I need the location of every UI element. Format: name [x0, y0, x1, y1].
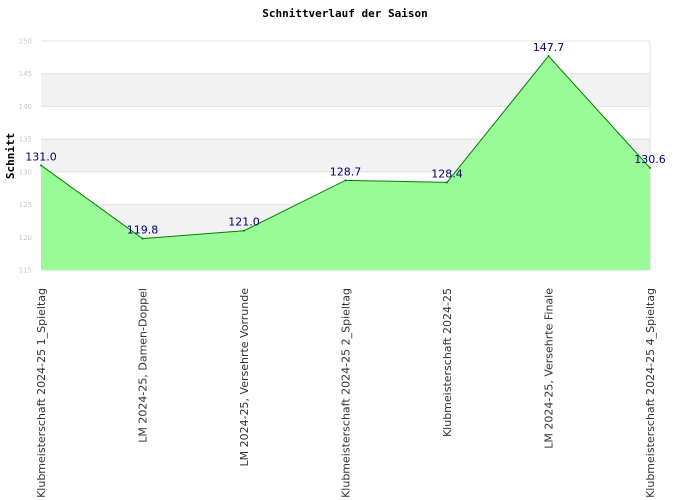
data-label: 121.0	[228, 216, 260, 229]
x-tick-label: Klubmeisterschaft 2024-25 1_Spieltag	[35, 288, 48, 498]
chart-title: Schnittverlauf der Saison	[262, 7, 428, 20]
y-axis-label: Schnitt	[4, 133, 17, 179]
x-tick-label: Klubmeisterschaft 2024-25 4_Spieltag	[644, 288, 657, 498]
y-tick-label: 150	[19, 38, 32, 46]
data-point	[649, 166, 651, 169]
y-tick-labels: 115 120 125 130 135 140 145 150	[19, 38, 32, 275]
y-tick-label: 115	[19, 267, 32, 275]
data-point	[547, 55, 550, 58]
x-tick-label: Klubmeisterschaft 2024-25 2_Spieltag	[340, 288, 353, 498]
x-tick-label: LM 2024-25, Versehrte Vorrunde	[238, 288, 251, 467]
y-tick-label: 125	[19, 201, 32, 209]
x-tick-label: LM 2024-25, Versehrte Finale	[543, 288, 556, 449]
data-label: 131.0	[25, 150, 57, 163]
x-tick-label: Klubmeisterschaft 2024-25	[441, 288, 454, 437]
data-label: 128.7	[330, 165, 362, 178]
y-tick-label: 135	[19, 136, 32, 144]
y-tick-label: 130	[19, 168, 32, 176]
data-point	[243, 229, 245, 232]
y-tick-label: 120	[19, 234, 32, 242]
data-label: 119.8	[127, 224, 159, 237]
data-point	[446, 181, 448, 184]
x-tick-labels: Klubmeisterschaft 2024-25 1_Spieltag LM 2…	[35, 288, 657, 498]
data-point	[141, 237, 144, 240]
x-tick-label: LM 2024-25, Damen-Doppel	[137, 288, 150, 443]
data-label: 130.6	[634, 153, 666, 166]
data-label: 128.4	[431, 167, 463, 180]
area-series	[40, 55, 651, 271]
y-tick-label: 140	[19, 103, 32, 111]
data-labels: 131.0 119.8 121.0 128.7 128.4 147.7 130.6	[25, 41, 666, 237]
y-tick-label: 145	[19, 70, 32, 78]
area-fill	[41, 56, 650, 271]
data-point	[344, 179, 347, 182]
data-label: 147.7	[533, 41, 565, 54]
data-point	[40, 164, 42, 167]
